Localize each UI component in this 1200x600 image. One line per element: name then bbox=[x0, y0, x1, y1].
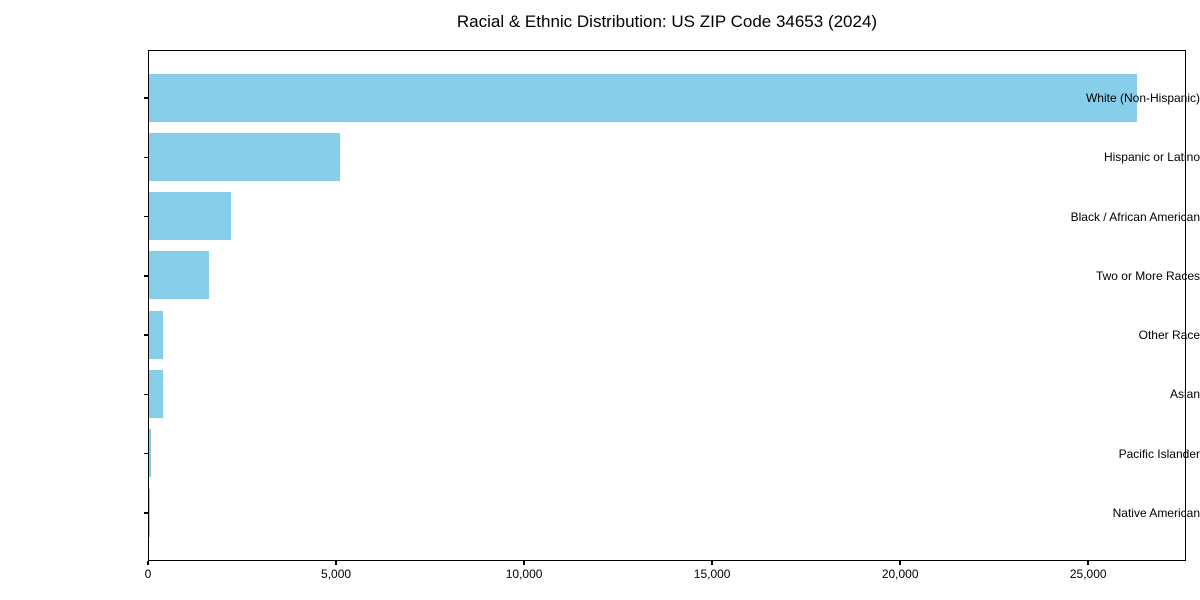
bar-pacific-islander bbox=[149, 429, 151, 478]
y-axis-label: Other Race bbox=[1138, 328, 1200, 343]
bar-white-non-hispanic bbox=[149, 73, 1138, 122]
bar-other-race bbox=[149, 310, 164, 359]
y-axis-label: Two or More Races bbox=[1095, 268, 1200, 283]
plot-area bbox=[148, 50, 1186, 561]
bar-two-or-more-races bbox=[149, 251, 210, 300]
x-tick-label: 20,000 bbox=[881, 567, 919, 581]
y-axis-label: Black / African American bbox=[1070, 209, 1200, 224]
x-tick-mark bbox=[899, 561, 901, 565]
y-axis-label: Pacific Islander bbox=[1118, 446, 1200, 461]
y-axis-label: Asian bbox=[1169, 387, 1200, 402]
x-tick-label: 25,000 bbox=[1069, 567, 1107, 581]
y-axis-label: Hispanic or Latino bbox=[1103, 150, 1200, 165]
bar-native-american bbox=[149, 488, 150, 537]
bar-black-african-american bbox=[149, 192, 231, 241]
x-tick-mark bbox=[335, 561, 337, 565]
y-axis-label: White (Non-Hispanic) bbox=[1085, 91, 1200, 105]
y-tick-mark bbox=[144, 334, 148, 336]
y-tick-mark bbox=[144, 156, 148, 159]
y-tick-mark bbox=[144, 275, 148, 277]
y-tick-mark bbox=[144, 97, 148, 99]
x-tick-mark bbox=[711, 561, 713, 565]
x-tick-mark bbox=[147, 561, 149, 565]
x-tick-label: 0 bbox=[144, 567, 152, 581]
x-tick-label: 5,000 bbox=[321, 567, 352, 581]
x-tick-label: 10,000 bbox=[505, 567, 543, 581]
y-axis-label: Native American bbox=[1112, 506, 1200, 520]
x-tick-mark bbox=[523, 561, 525, 565]
x-tick-label: 15,000 bbox=[693, 567, 731, 581]
y-tick-mark bbox=[144, 215, 148, 218]
y-tick-mark bbox=[144, 393, 148, 396]
bar-asian bbox=[149, 369, 163, 418]
chart-title: Racial & Ethnic Distribution: US ZIP Cod… bbox=[456, 12, 878, 31]
y-tick-mark bbox=[144, 452, 148, 455]
bar-hispanic-or-latino bbox=[149, 132, 340, 181]
x-tick-mark bbox=[1087, 561, 1089, 565]
y-tick-mark bbox=[144, 512, 148, 514]
